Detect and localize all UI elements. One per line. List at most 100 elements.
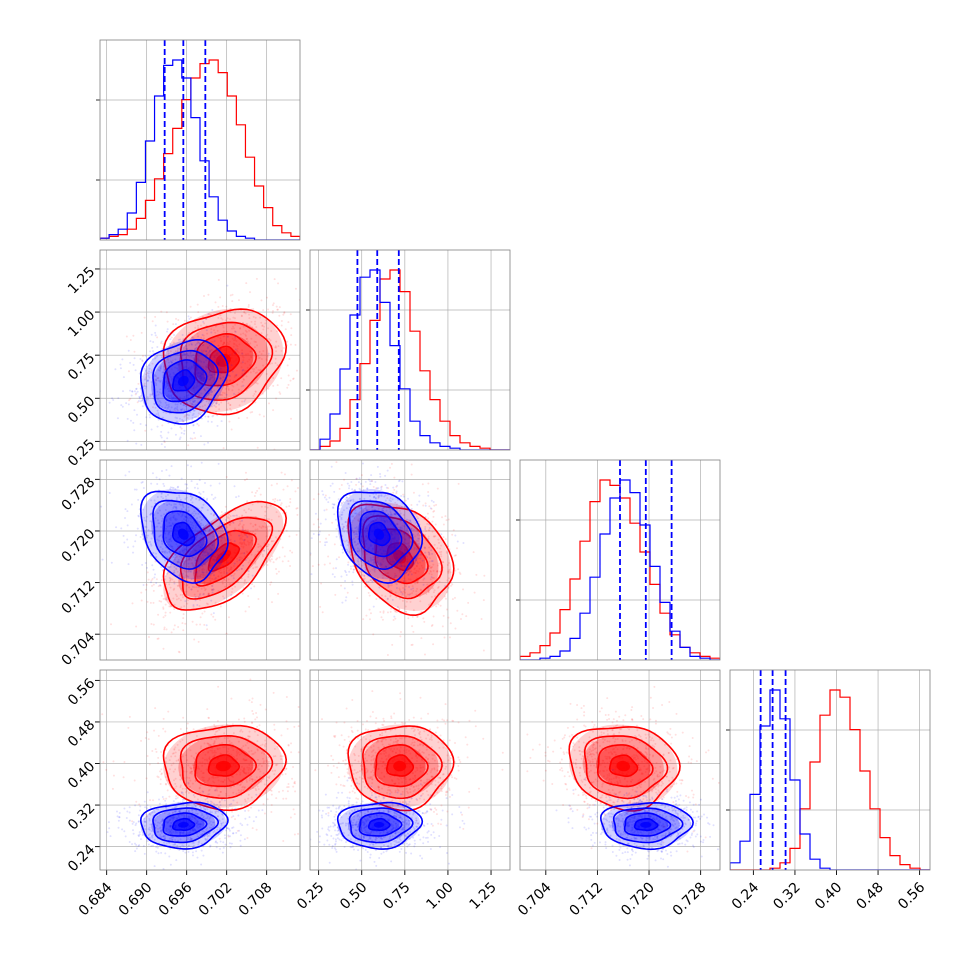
sample-point xyxy=(314,344,316,346)
sample-point xyxy=(252,525,255,528)
y-tick-label: 1.00 xyxy=(65,307,98,340)
sample-point xyxy=(193,401,196,404)
sample-point xyxy=(162,416,165,419)
sample-point xyxy=(234,527,237,530)
sample-point xyxy=(225,399,228,402)
sample-point xyxy=(148,416,151,419)
sample-point xyxy=(124,516,127,519)
sample-point xyxy=(179,426,182,429)
sample-point xyxy=(209,547,212,550)
sample-point xyxy=(120,527,123,530)
sample-point xyxy=(311,321,313,323)
sample-point xyxy=(253,323,256,326)
sample-point xyxy=(257,357,260,360)
sample-point xyxy=(154,560,157,563)
sample-point xyxy=(227,374,230,377)
sample-point xyxy=(396,484,399,487)
sample-point xyxy=(189,352,192,355)
sample-point xyxy=(198,375,201,378)
sample-point xyxy=(216,414,219,417)
sample-point xyxy=(190,343,193,346)
sample-point xyxy=(262,309,265,312)
sample-point xyxy=(168,335,171,338)
sample-point xyxy=(254,532,257,535)
sample-point xyxy=(170,394,173,397)
sample-point xyxy=(160,443,163,446)
sample-point xyxy=(265,545,268,548)
sample-point xyxy=(202,576,205,579)
sample-point xyxy=(162,717,165,720)
sample-point xyxy=(182,339,185,342)
sample-point xyxy=(211,308,214,311)
sample-point xyxy=(204,550,207,553)
sample-point xyxy=(181,408,184,411)
sample-point xyxy=(275,567,278,570)
sample-point xyxy=(432,515,435,518)
sample-point xyxy=(132,363,135,366)
sample-point xyxy=(340,575,343,578)
sample-point xyxy=(208,378,211,381)
sample-point xyxy=(196,341,199,344)
sample-point xyxy=(173,624,176,627)
sample-point xyxy=(242,378,245,381)
sample-point xyxy=(240,314,243,317)
sample-point xyxy=(185,402,188,405)
sample-point xyxy=(153,729,156,732)
sample-point xyxy=(194,399,197,402)
sample-point xyxy=(206,347,209,350)
sample-point xyxy=(135,488,138,491)
sample-point xyxy=(262,350,265,353)
sample-point xyxy=(173,582,176,585)
sample-point xyxy=(214,405,217,408)
sample-point xyxy=(203,580,206,583)
sample-point xyxy=(273,728,276,731)
sample-point xyxy=(220,322,223,325)
sample-point xyxy=(274,345,277,348)
sample-point xyxy=(239,556,242,559)
sample-point xyxy=(381,618,384,621)
sample-point xyxy=(196,303,199,306)
sample-point xyxy=(197,586,200,589)
sample-point xyxy=(424,504,427,507)
sample-point xyxy=(214,301,217,304)
sample-point xyxy=(254,401,257,404)
sample-point xyxy=(157,613,160,616)
sample-point xyxy=(278,499,281,502)
sample-point xyxy=(205,353,208,356)
sample-point xyxy=(292,377,295,380)
sample-point xyxy=(452,529,455,532)
sample-point xyxy=(161,424,164,427)
sample-point xyxy=(185,361,188,364)
sample-point xyxy=(238,542,241,545)
sample-point xyxy=(323,563,326,566)
sample-point xyxy=(220,540,223,543)
sample-point xyxy=(140,599,143,602)
sample-point xyxy=(289,565,292,568)
sample-point xyxy=(235,373,238,376)
sample-point xyxy=(239,538,242,541)
sample-point xyxy=(218,403,221,406)
sample-point xyxy=(237,299,240,302)
sample-point xyxy=(225,579,228,582)
sample-point xyxy=(209,547,212,550)
sample-point xyxy=(225,356,228,359)
sample-point xyxy=(249,350,252,353)
sample-point xyxy=(119,367,122,370)
sample-point xyxy=(189,411,192,414)
sample-point xyxy=(147,738,150,741)
sample-point xyxy=(292,377,295,380)
sample-point xyxy=(157,393,160,396)
sample-point xyxy=(232,345,235,348)
sample-point xyxy=(177,650,180,653)
sample-point xyxy=(475,573,478,576)
sample-point xyxy=(155,378,158,381)
sample-point xyxy=(124,474,127,477)
sample-point xyxy=(451,598,454,601)
sample-point xyxy=(196,372,199,375)
sample-point xyxy=(335,528,338,531)
sample-point xyxy=(240,545,243,548)
sample-point xyxy=(270,810,273,813)
sample-point xyxy=(157,413,160,416)
sample-point xyxy=(182,346,185,349)
sample-point xyxy=(140,591,143,594)
